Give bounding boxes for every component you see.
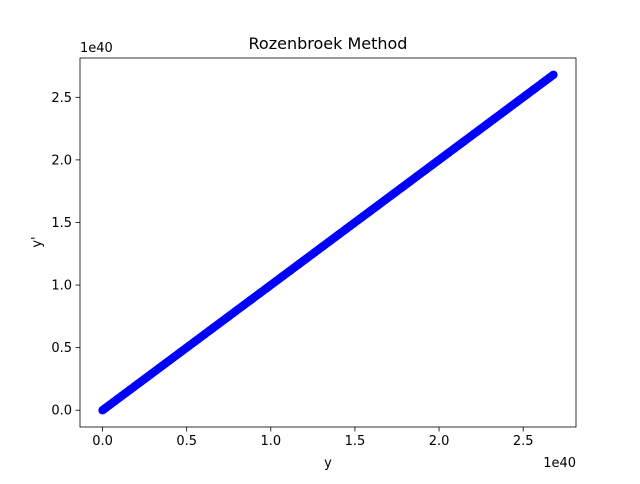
y-tick-label: 0.0 xyxy=(51,404,72,419)
x-tick-label: 0.0 xyxy=(92,434,113,449)
data-point xyxy=(549,70,558,79)
chart-title: Rozenbroek Method xyxy=(249,34,408,53)
y-axis-label: y' xyxy=(30,236,45,247)
y-axis: 0.0 0.5 1.0 1.5 2.0 2.5 xyxy=(51,91,80,419)
x-tick-label: 1.0 xyxy=(260,434,281,449)
x-tick-label: 1.5 xyxy=(345,434,366,449)
x-tick-label: 2.0 xyxy=(429,434,450,449)
y-tick-label: 2.0 xyxy=(51,153,72,168)
x-tick-label: 2.5 xyxy=(513,434,534,449)
y-offset-text: 1e40 xyxy=(80,41,113,56)
y-tick-label: 0.5 xyxy=(51,341,72,356)
x-tick-label: 0.5 xyxy=(176,434,197,449)
x-offset-text: 1e40 xyxy=(543,456,576,471)
y-tick-label: 1.5 xyxy=(51,216,72,231)
plot-frame xyxy=(79,57,577,428)
y-tick-label: 2.5 xyxy=(51,91,72,106)
y-tick-label: 1.0 xyxy=(51,279,72,294)
x-axis-label: y xyxy=(324,456,332,471)
x-axis: 0.0 0.5 1.0 1.5 2.0 2.5 xyxy=(92,427,534,449)
data-points xyxy=(98,70,558,415)
